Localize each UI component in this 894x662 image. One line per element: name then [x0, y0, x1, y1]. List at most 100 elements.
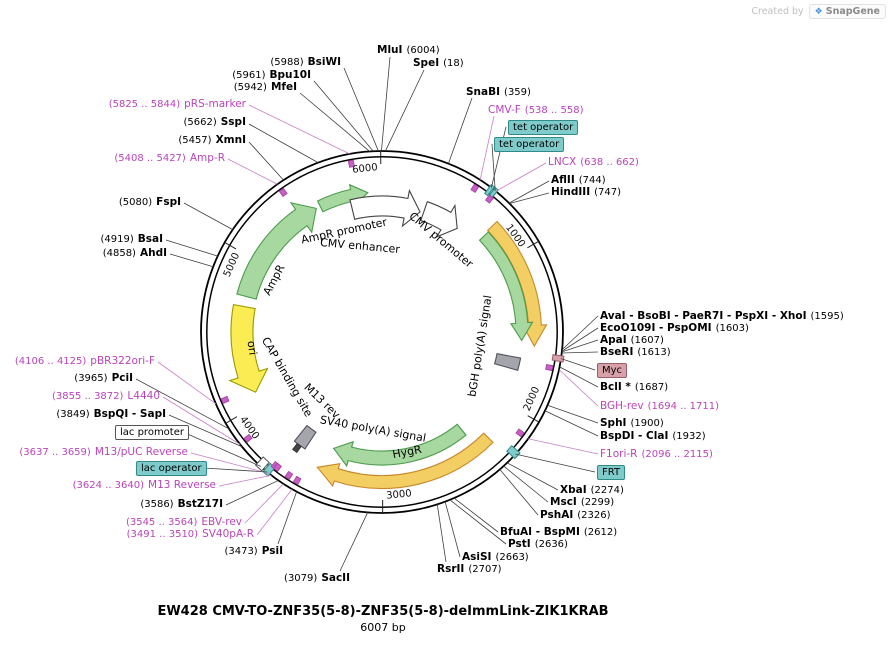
site-label-msci[interactable]: MscI (2299) [550, 496, 614, 509]
cds-arc-bottom[interactable] [316, 432, 494, 490]
site-label-bsiwi[interactable]: (5988) BsiWI [270, 56, 341, 69]
site-label-sphi[interactable]: SphI (1900) [600, 417, 664, 430]
primer-mark-0[interactable] [470, 183, 480, 193]
label-position: (5080) [118, 197, 153, 208]
site-label-psti[interactable]: PstI (2636) [508, 538, 568, 551]
bgh-polya-box[interactable] [493, 353, 522, 371]
label-position: (4858) [102, 248, 136, 259]
site-label-bstz17i[interactable]: (3586) BstZ17I [140, 498, 223, 511]
callout-line-bfuai [453, 497, 499, 533]
tag-frt[interactable]: FRT [597, 465, 626, 480]
site-label-bcli[interactable]: BclI * (1687) [600, 381, 668, 394]
site-label-xmni[interactable]: (5457) XmnI [178, 134, 246, 147]
callout-line-bspqi [168, 414, 243, 448]
site-label-eco[interactable]: EcoO109I - PspOMI (1603) [600, 322, 749, 335]
primer-mark-5[interactable] [515, 428, 525, 438]
primer-mark-3[interactable] [278, 187, 288, 198]
primer-label-m13puc[interactable]: (3637 .. 3659) M13/pUC Reverse [19, 446, 188, 459]
primer-mark-1[interactable] [347, 159, 355, 168]
callout-line-mfei [299, 92, 370, 152]
site-label-avai[interactable]: AvaI - BsoBI - PaeR7I - PspXI - XhoI (159… [600, 310, 844, 323]
site-label-bsai[interactable]: (4919) BsaI [100, 233, 163, 246]
site-label-bfuai[interactable]: BfuAI - BspMI (2612) [500, 526, 617, 539]
label-name: HindIII [551, 186, 591, 198]
site-label-bpu10i[interactable]: (5961) Bpu10I [232, 69, 311, 82]
site-label-asisi[interactable]: AsiSI (2663) [462, 551, 529, 564]
site-label-mlui[interactable]: MluI (6004) [377, 44, 440, 57]
feature-label-ori[interactable]: ori [244, 340, 260, 356]
site-label-sspi[interactable]: (5662) SspI [183, 116, 246, 129]
cmv-promoter-arc[interactable] [420, 201, 458, 238]
primer-label-l4440[interactable]: (3855 .. 3872) L4440 [52, 390, 160, 403]
site-label-xbai[interactable]: XbaI (2274) [560, 484, 624, 497]
ampr-arc[interactable] [236, 202, 317, 300]
ori-arc[interactable] [228, 303, 269, 393]
label-position: (744) [578, 175, 606, 186]
primer-mark-6[interactable] [220, 395, 230, 405]
site-label-rsrii[interactable]: RsrII (2707) [437, 563, 502, 576]
primer-label-m13rev[interactable]: (3624 .. 3640) M13 Reverse [73, 479, 216, 492]
plasmid-backbone-outer [200, 150, 564, 514]
lac-promoter-mark[interactable] [254, 456, 270, 472]
tag-lacp[interactable]: lac promoter [115, 425, 189, 440]
callout-line-bstz17i [225, 480, 279, 506]
primer-label-sv40par[interactable]: (3491 .. 3510) SV40pA-R [127, 528, 254, 541]
site-label-mfei[interactable]: (5942) MfeI [234, 81, 297, 94]
site-label-hindiii[interactable]: HindIII (747) [551, 186, 621, 199]
site-label-pcii[interactable]: (3965) PciI [74, 372, 133, 385]
plasmid-backbone-inner [206, 156, 558, 508]
site-label-bseri[interactable]: BseRI (1613) [600, 346, 671, 359]
primer-mark-9[interactable] [272, 462, 282, 472]
primer-label-f1ori[interactable]: F1ori-R (2096 .. 2115) [600, 448, 713, 461]
tag-myc[interactable]: Myc [597, 363, 628, 378]
primer-mark-7[interactable] [243, 433, 253, 443]
site-label-bspqi[interactable]: (3849) BspQI - SapI [56, 408, 166, 421]
cmv-enhancer-arc[interactable] [349, 188, 421, 228]
primer-mark-2[interactable] [485, 194, 495, 204]
label-name: BGH-rev [600, 400, 644, 412]
site-label-apai[interactable]: ApaI (1607) [600, 334, 664, 347]
site-label-fspi[interactable]: (5080) FspI [119, 196, 181, 209]
site-label-pshai[interactable]: PshAI (2326) [540, 509, 611, 522]
callout-line-snabi [448, 97, 473, 164]
primer-mark-10[interactable] [284, 470, 294, 481]
label-name: AflII [551, 174, 575, 186]
label-name: PshAI [540, 509, 574, 521]
label-name: SpeI [413, 57, 440, 69]
primer-label-bghrev[interactable]: BGH-rev (1694 .. 1711) [600, 400, 719, 413]
site-label-psii[interactable]: (3473) PsiI [224, 545, 283, 558]
callout-line-ampr_r [227, 158, 278, 185]
site-label-ahdi[interactable]: (4858) AhdI [103, 247, 167, 260]
tag-tet1[interactable]: tet operator [508, 120, 579, 135]
sv40-polya-box[interactable] [293, 424, 317, 450]
primer-label-ebv[interactable]: (3545 .. 3564) EBV-rev [126, 516, 242, 529]
myc-mark[interactable] [551, 354, 565, 363]
m13-rev-mark[interactable] [291, 443, 302, 454]
frt-mark[interactable] [506, 444, 521, 460]
primer-mark-4[interactable] [545, 364, 554, 372]
site-label-snabi[interactable]: SnaBI (359) [466, 86, 531, 99]
tag-laco[interactable]: lac operator [136, 461, 207, 476]
label-name: FspI [156, 196, 181, 208]
primer-label-cmvf[interactable]: CMV-F (538 .. 558) [488, 104, 584, 117]
label-name: AvaI - BsoBI - PaeR7I - PspXI - XhoI [600, 310, 807, 322]
site-label-bspdi[interactable]: BspDI - ClaI (1932) [600, 430, 706, 443]
label-name: SnaBI [466, 86, 501, 98]
tag-tet2[interactable]: tet operator [494, 137, 565, 152]
primer-mark-11[interactable] [292, 475, 302, 486]
site-label-aflii[interactable]: AflII (744) [551, 174, 606, 187]
primer-label-prs[interactable]: (5825 .. 5844) pRS-marker [109, 98, 246, 111]
cds-arc-znf-inner[interactable] [478, 231, 534, 342]
site-label-spei[interactable]: SpeI (18) [413, 57, 464, 70]
tet-operator-mark-1[interactable] [483, 183, 496, 197]
primer-label-lncx[interactable]: LNCX (638 .. 662) [548, 156, 639, 169]
callout-line-psti [449, 499, 507, 545]
primer-label-ampr_r[interactable]: (5408 .. 5427) Amp-R [114, 152, 225, 165]
primer-label-pbr[interactable]: (4106 .. 4125) pBR322ori-F [15, 355, 155, 368]
label-position: (18) [443, 58, 464, 69]
callout-line-lncx [495, 162, 547, 192]
label-name: MluI [377, 44, 403, 56]
site-label-sacii[interactable]: (3079) SacII [284, 572, 350, 585]
hygr-arc[interactable] [332, 423, 467, 468]
label-position: (3855 .. 3872) [52, 391, 124, 402]
